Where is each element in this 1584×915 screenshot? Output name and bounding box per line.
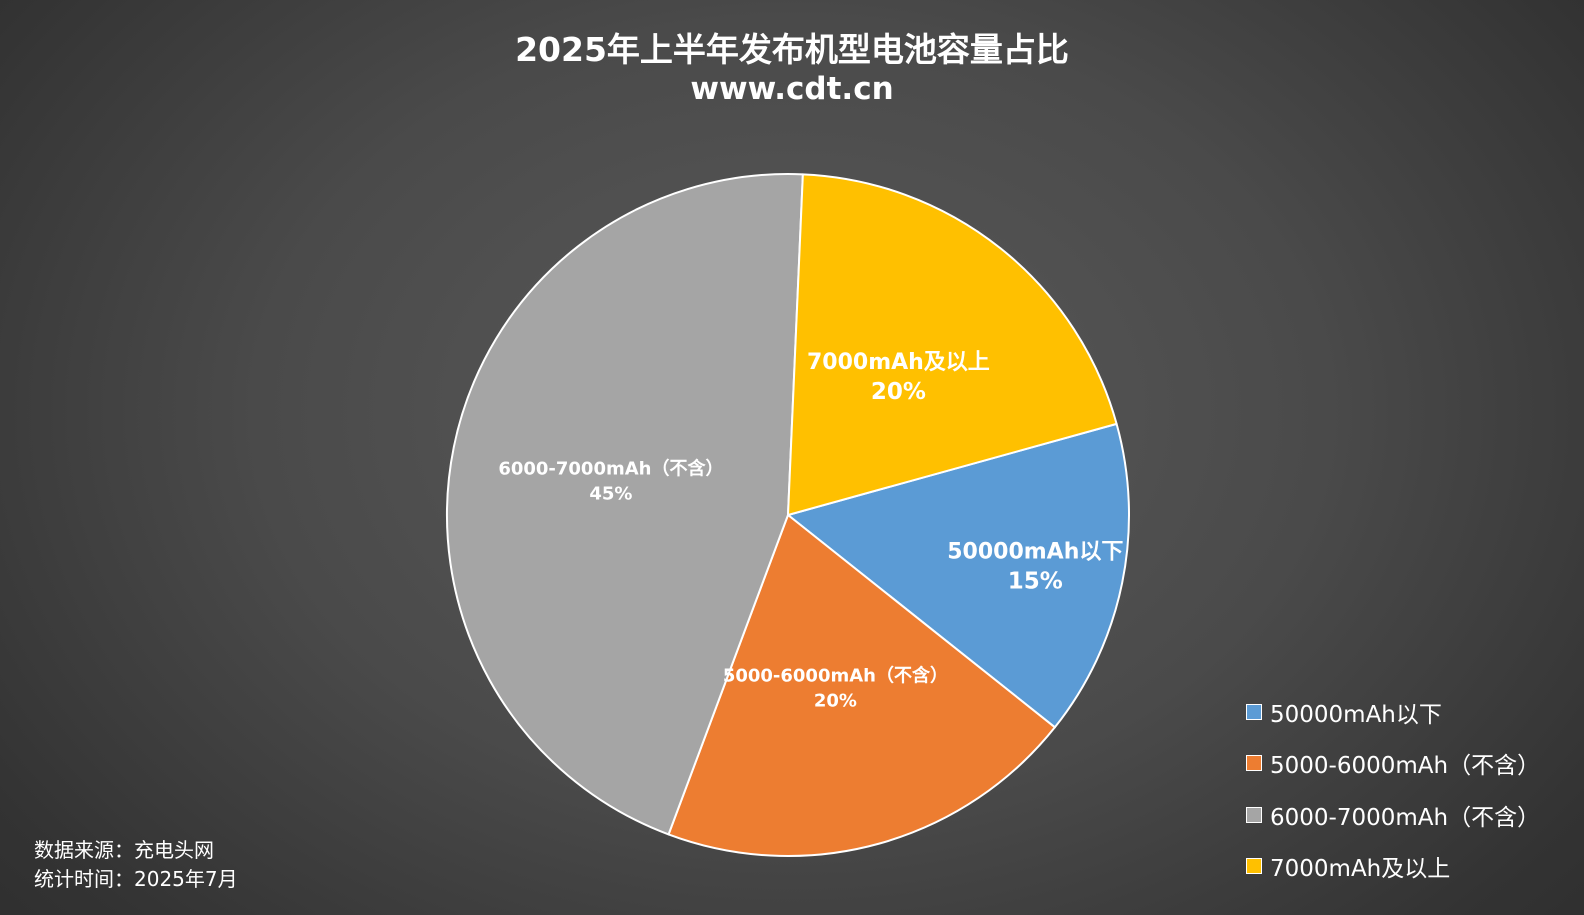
slice-category-label: 7000mAh及以上 <box>807 350 990 375</box>
slice-category-label: 5000-6000mAh（不含） <box>723 664 948 686</box>
date-note: 统计时间：2025年7月 <box>34 867 238 891</box>
pie-slice <box>445 172 804 836</box>
legend-item: 6000-7000mAh（不含） <box>1246 789 1576 841</box>
legend-swatch <box>1246 806 1262 823</box>
chart-title: 2025年上半年发布机型电池容量占比 <box>515 30 1069 69</box>
slice-percent-label: 15% <box>1008 568 1063 594</box>
pie-labels: 50000mAh以下 15% 5000-6000mAh（不含） 20% 6000-700… <box>498 350 1123 711</box>
legend-item: 7000mAh及以上 <box>1246 841 1576 893</box>
legend-label: 6000-7000mAh（不含） <box>1270 804 1541 831</box>
legend: 50000mAh以下 5000-6000mAh（不含） 6000-7000mAh… <box>1246 686 1576 892</box>
chart-subtitle: www.cdt.cn <box>690 71 894 107</box>
legend-item: 50000mAh以下 <box>1246 686 1576 738</box>
slice-percent-label: 20% <box>814 690 857 711</box>
footnote: 数据来源：充电头网 统计时间：2025年7月 <box>34 836 238 894</box>
legend-swatch <box>1246 703 1262 720</box>
pie-slice <box>787 173 1118 516</box>
data-source-note: 数据来源：充电头网 <box>34 838 214 862</box>
legend-label: 50000mAh以下 <box>1270 701 1442 728</box>
legend-label: 5000-6000mAh（不含） <box>1270 753 1541 780</box>
pie-slice <box>667 514 1056 858</box>
legend-item: 5000-6000mAh（不含） <box>1246 738 1576 790</box>
slice-percent-label: 20% <box>871 379 926 405</box>
pie-slices <box>445 172 1131 858</box>
legend-label: 7000mAh及以上 <box>1270 856 1451 883</box>
legend-swatch <box>1246 858 1262 875</box>
slice-category-label: 6000-7000mAh（不含） <box>498 458 723 480</box>
title-block: 2025年上半年发布机型电池容量占比 www.cdt.cn <box>0 30 1584 108</box>
slice-percent-label: 45% <box>589 484 632 505</box>
slice-category-label: 50000mAh以下 <box>947 539 1123 564</box>
pie-slice <box>787 422 1131 729</box>
legend-swatch <box>1246 755 1262 772</box>
